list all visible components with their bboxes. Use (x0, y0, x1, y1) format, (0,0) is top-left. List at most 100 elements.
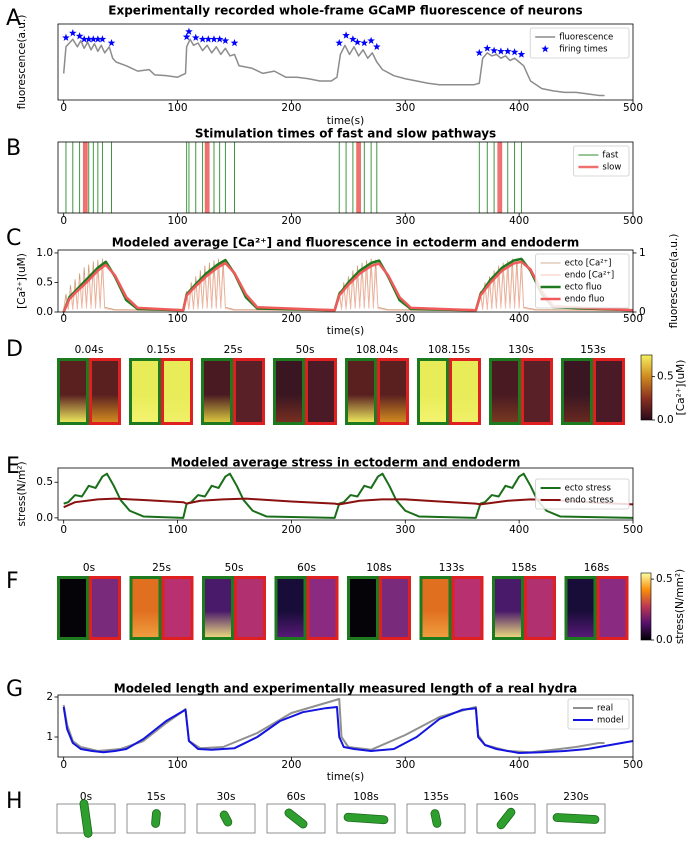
firing-marker (367, 36, 375, 44)
ectoderm-tile (57, 576, 89, 640)
legend-label: slow (602, 163, 621, 173)
y2-axis-label: fluorescence(a.u.) (668, 234, 680, 329)
x-tick-label: 400 (509, 759, 529, 771)
x-tick-label: 400 (509, 313, 529, 325)
firing-marker (342, 31, 350, 39)
x-tick-label: 200 (281, 215, 301, 227)
plot-frame (57, 249, 634, 313)
x-tick-label: 200 (281, 313, 301, 325)
endoderm-tile (89, 576, 121, 640)
legend-label: ecto stress (565, 484, 612, 494)
firing-marker (497, 47, 505, 55)
y-tick-label: 1.0 (36, 247, 53, 259)
x-tick-label: 0 (60, 215, 67, 227)
hydra-body (79, 799, 93, 838)
x-tick-label: 0 (60, 524, 67, 536)
legend-label: fast (602, 151, 619, 161)
snapshot-label: 0s (83, 562, 95, 574)
firing-marker (360, 39, 369, 47)
snapshot-label: 133s (439, 562, 465, 574)
x-tick-label: 300 (395, 759, 415, 771)
firing-marker (191, 33, 200, 41)
plot-frame (57, 23, 634, 101)
x-tick-label: 200 (281, 102, 301, 114)
colorbar-label: stress(N/mm²) (674, 569, 686, 644)
panel-letter: A (6, 6, 21, 31)
legend-label: endo [Ca²⁺] (565, 271, 615, 281)
endoderm-tile (233, 358, 265, 425)
x-tick-label: 200 (281, 524, 301, 536)
x-axis-label: time(s) (327, 325, 364, 337)
firing-marker (62, 33, 70, 41)
x-tick-label: 100 (168, 759, 188, 771)
snapshot-label: 160s (493, 791, 519, 803)
legend: fluorescence firing times (529, 27, 630, 59)
firing-marker (198, 35, 207, 43)
firing-marker (373, 42, 381, 51)
ectoderm-tile (347, 576, 379, 640)
endoderm-tile (593, 358, 625, 425)
hydra-body (430, 809, 442, 828)
x-tick-label: 400 (509, 215, 529, 227)
ectoderm-tile (129, 358, 161, 425)
ectoderm-tile (57, 358, 89, 425)
legend-label: ecto fluo (565, 283, 602, 293)
ectoderm-tile (274, 576, 307, 640)
endoderm-tile (596, 576, 629, 640)
snapshot-label: 158s (511, 562, 537, 574)
ectoderm-tile (492, 576, 524, 640)
x-tick-label: 0 (60, 313, 67, 325)
firing-marker (94, 35, 102, 43)
x-tick-label: 100 (168, 102, 188, 114)
y-tick-label: 2 (46, 691, 53, 703)
endoderm-tile (89, 358, 121, 425)
legend-box (535, 478, 630, 510)
firing-marker (84, 35, 93, 43)
x-tick-label: 400 (509, 524, 529, 536)
firing-marker (490, 46, 498, 54)
snapshot-label: 130s (508, 344, 534, 356)
x-tick-label: 300 (395, 524, 415, 536)
snapshot-label: 25s (152, 562, 171, 574)
plot-frame (57, 694, 634, 758)
legend-label: ecto [Ca²⁺] (565, 259, 612, 269)
y-tick-label: 1 (46, 731, 53, 743)
snapshot-label: 0.04s (75, 344, 104, 356)
x-tick-label: 100 (168, 215, 188, 227)
snapshot-frame (266, 803, 326, 834)
x-tick-label: 500 (623, 313, 643, 325)
legend: fast slow (573, 145, 630, 177)
panel-letter: B (6, 136, 21, 161)
firing-marker (210, 35, 218, 43)
y-axis-label: [Ca²⁺](uM) (16, 253, 28, 309)
snapshot-label: 108.15s (428, 344, 470, 356)
endoderm-tile (161, 576, 194, 640)
snapshot-label: 108s (353, 791, 379, 803)
x-tick-label: 0 (60, 759, 67, 771)
series-line (62, 260, 634, 313)
legend-label: firing times (559, 45, 608, 55)
ectoderm-tile (419, 576, 452, 640)
chart-title: Stimulation times of fast and slow pathw… (195, 127, 496, 141)
x-tick-label: 0 (60, 102, 67, 114)
colorbar-tick-label: 0.0 (657, 414, 674, 426)
y-axis-label: fluorescence(a.u.) (16, 15, 28, 110)
x-tick-label: 500 (623, 524, 643, 536)
hydra-body (151, 809, 161, 828)
y-tick-label: 0.0 (36, 306, 53, 318)
legend-box (573, 145, 630, 177)
firing-marker (335, 39, 344, 47)
snapshot-label: 0.15s (147, 344, 176, 356)
snapshot-label: 168s (584, 562, 610, 574)
panel-letter: C (6, 226, 21, 251)
firing-marker (349, 35, 357, 43)
firing-marker (483, 44, 492, 52)
firing-marker (230, 39, 239, 47)
colorbar-tick-label: 0.5 (657, 371, 674, 383)
firing-marker (221, 36, 230, 44)
y-tick-label: 0.5 (36, 276, 53, 288)
firing-marker (517, 50, 526, 58)
hydra-body (219, 810, 233, 827)
endoderm-tile (449, 358, 481, 425)
legend: ecto stress endo stress (535, 478, 630, 510)
